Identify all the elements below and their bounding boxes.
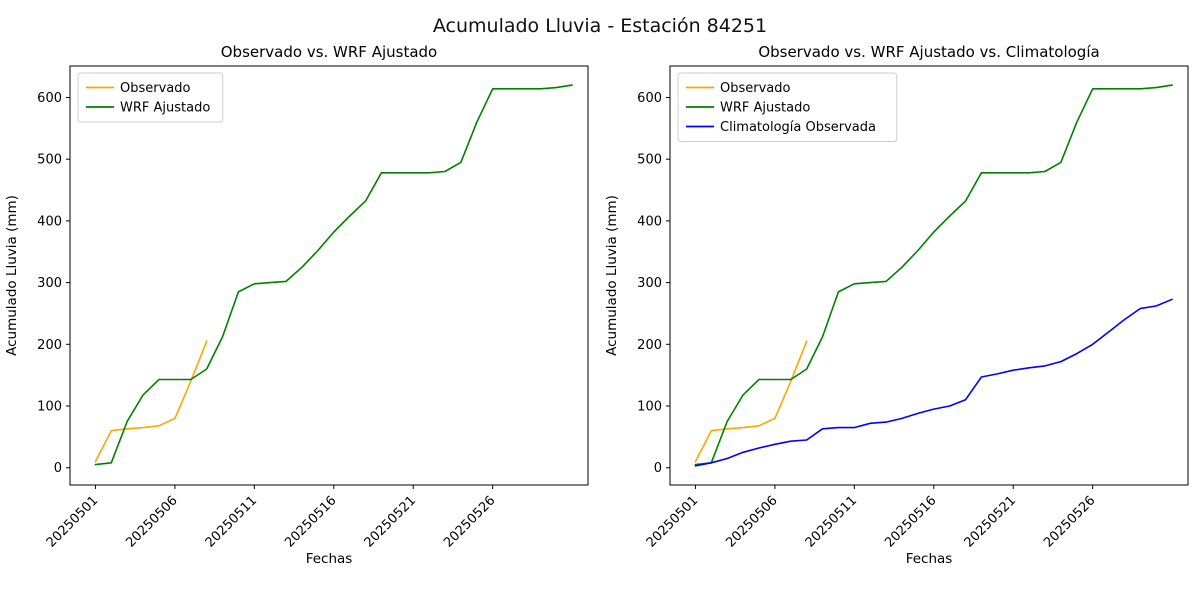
series-line-observado (694, 340, 808, 463)
x-tick-label: 20250521 (962, 493, 1019, 550)
legend-label: WRF Ajustado (120, 101, 210, 116)
x-tick-label: 20250501 (644, 493, 701, 550)
y-tick-label: 300 (637, 276, 662, 291)
legend-label: Observado (720, 81, 791, 96)
x-tick-label: 20250511 (203, 493, 260, 550)
y-tick-label: 0 (54, 461, 62, 476)
x-tick-label: 20250506 (723, 493, 780, 550)
x-tick-label: 20250516 (282, 493, 339, 550)
x-tick-label: 20250526 (1041, 493, 1098, 550)
legend-label: WRF Ajustado (720, 101, 810, 116)
y-tick-label: 600 (637, 91, 662, 106)
y-tick-label: 100 (637, 400, 662, 415)
y-tick-label: 200 (37, 338, 62, 353)
y-tick-label: 400 (37, 214, 62, 229)
chart-observado-wrf-climatologia-svg: 0 100 200 300 400 500 600 20250501 20250506 20250… (604, 43, 1189, 567)
x-tick-label: 20250501 (44, 493, 101, 550)
series-line-wrf-ajustado (94, 84, 573, 466)
y-tick-label: 400 (637, 214, 662, 229)
x-tick-label: 20250511 (803, 493, 860, 550)
y-tick-label: 500 (637, 153, 662, 168)
x-tick-label: 20250526 (441, 493, 498, 550)
chart-title: Observado vs. WRF Ajustado vs. Climatolo… (758, 43, 1099, 61)
chart-title: Observado vs. WRF Ajustado (221, 43, 437, 61)
figure-title: Acumulado Lluvia - Estación 84251 (432, 15, 768, 37)
charts-row: 0 100 200 300 400 500 600 20250501 20250506 20250… (0, 40, 1200, 595)
y-tick-label: 200 (637, 338, 662, 353)
x-axis-label: Fechas (306, 551, 353, 567)
legend-box (677, 72, 898, 142)
x-axis-label: Fechas (906, 551, 953, 567)
legend-label: Climatología Observada (720, 120, 876, 135)
y-axis-label: Acumulado Lluvia (mm) (604, 195, 620, 356)
series-line-wrf-ajustado (694, 84, 1173, 466)
legend-box (77, 72, 224, 123)
y-axis-label: Acumulado Lluvia (mm) (4, 195, 20, 356)
x-tick-label: 20250506 (123, 493, 180, 550)
chart-observado-wrf-svg: 0 100 200 300 400 500 600 20250501 20250506 20250… (4, 43, 589, 567)
axes-box (669, 65, 1189, 486)
y-tick-label: 600 (37, 91, 62, 106)
chart-observado-wrf: 0 100 200 300 400 500 600 20250501 20250506 20250… (0, 40, 600, 595)
x-tick-label: 20250521 (362, 493, 419, 550)
y-tick-label: 0 (654, 461, 662, 476)
x-tick-label: 20250516 (882, 493, 939, 550)
axes-box (69, 65, 589, 486)
y-tick-label: 300 (37, 276, 62, 291)
series-line-observado (94, 340, 208, 463)
y-tick-label: 100 (37, 400, 62, 415)
chart-observado-wrf-climatologia: 0 100 200 300 400 500 600 20250501 20250506 20250… (600, 40, 1200, 595)
legend-label: Observado (120, 81, 191, 96)
y-tick-label: 500 (37, 153, 62, 168)
series-line-climatología-observada (694, 298, 1173, 467)
